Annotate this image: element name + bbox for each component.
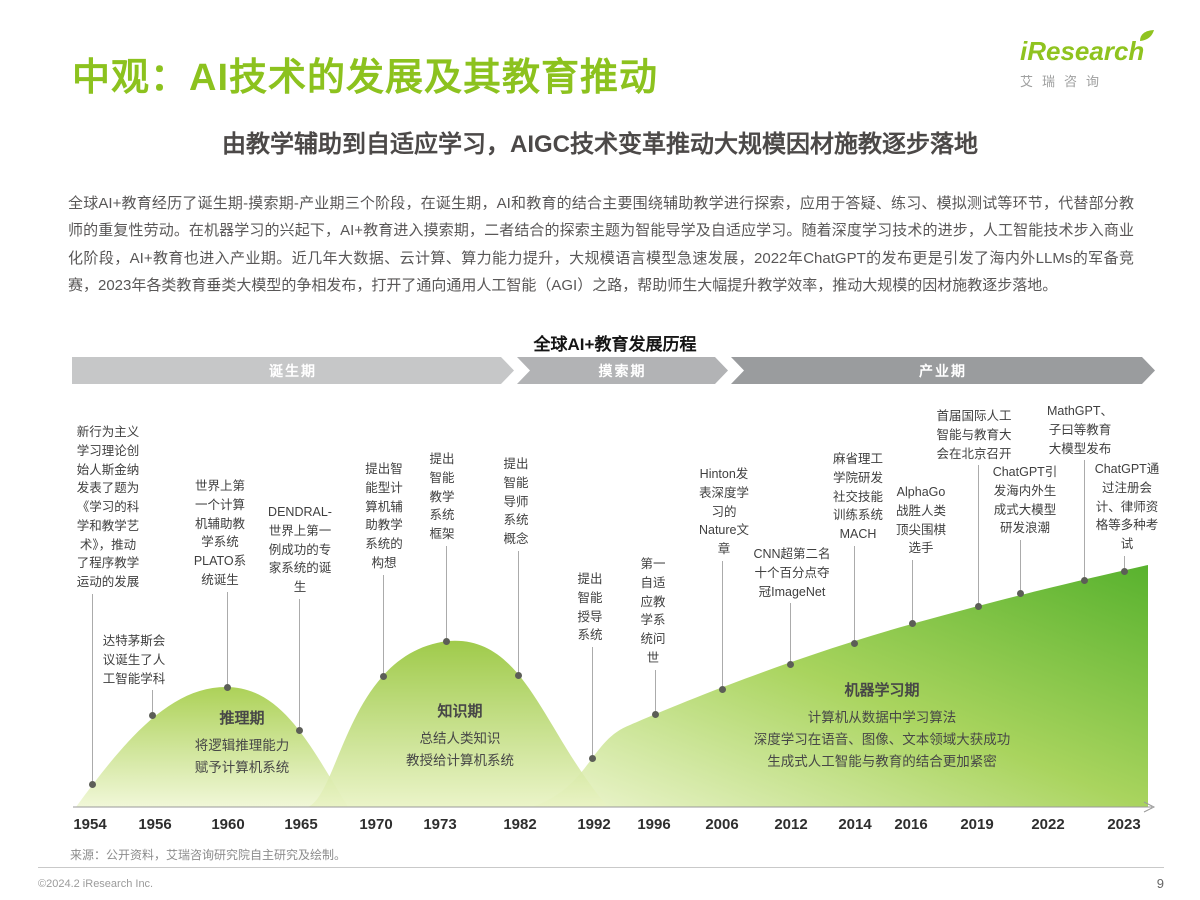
milestone-label: MathGPT、子曰等教育大模型发布 [1047, 404, 1113, 456]
milestone-dot [1120, 567, 1128, 575]
year-label: 1970 [359, 816, 393, 833]
year-label: 1982 [503, 816, 537, 833]
milestone-connector [227, 592, 228, 684]
brand-name: iResearch [1020, 36, 1145, 66]
milestone-connector [299, 599, 300, 727]
milestone-label: Hinton发表深度学习的Nature文章 [698, 467, 750, 556]
milestone-label: 新行为主义学习理论创始人斯金纳发表了题为《学习的科学和教学艺术》，推动了程序教学… [76, 425, 140, 589]
milestone-connector [790, 603, 791, 661]
year-label: 1973 [423, 816, 457, 833]
era-name: 机器学习期 [844, 682, 920, 699]
milestone-connector [152, 690, 153, 712]
milestone-label: AlphaGo战胜人类顶尖围棋选手 [895, 485, 946, 556]
milestone-dot [850, 639, 858, 647]
era-desc: 将逻辑推理能力 赋予计算机系统 [194, 738, 290, 775]
year-label: 1965 [284, 816, 318, 833]
milestone-dot [442, 637, 450, 645]
hill-machine-learning [532, 565, 1148, 807]
footer: ©2024.2 iResearch Inc. 9 [38, 867, 1164, 891]
page-number: 9 [1156, 876, 1164, 891]
page-title: 中观：AI技术的发展及其教育推动 [72, 57, 659, 99]
milestone-connector [1084, 460, 1085, 577]
milestone-connector [978, 465, 979, 603]
milestone-dot [1080, 576, 1088, 584]
chart-title: 全球AI+教育发展历程 [533, 335, 697, 354]
timeline-axis-arrow [1143, 801, 1156, 813]
era-name: 推理期 [219, 710, 265, 727]
milestone-label: CNN超第二名十个百分点夺冠ImageNet [753, 547, 831, 599]
milestone-label: 世界上第一个计算机辅助教学系统PLATO系统诞生 [193, 479, 247, 587]
year-label: 2012 [774, 816, 808, 833]
milestone-dot [588, 754, 596, 762]
milestone-connector [383, 575, 384, 673]
milestone-label: 麻省理工学院研发社交技能训练系统MACH [832, 452, 883, 541]
milestone-dot [1016, 589, 1024, 597]
milestone-connector [1124, 556, 1125, 568]
milestone-dot [651, 710, 659, 718]
phase-arrow-bar: 诞生期 摸索期 产业期 [72, 357, 1155, 384]
source-note: 来源：公开资料，艾瑞咨询研究院自主研究及绘制。 [70, 848, 347, 862]
milestone-connector [518, 551, 519, 672]
year-label: 2006 [705, 816, 739, 833]
milestone-dot [223, 683, 231, 691]
milestone-dot [908, 619, 916, 627]
year-label: 2016 [894, 816, 928, 833]
milestone-label: ChatGPT通过注册会计、律师资格等多种考试 [1094, 462, 1160, 551]
milestone-dot [514, 671, 522, 679]
year-label: 2022 [1031, 816, 1065, 833]
milestone-label: 提出智能导师系统概念 [503, 457, 529, 546]
milestone-connector [592, 647, 593, 755]
phase-industry: 产业期 [731, 357, 1155, 384]
milestone-label: 第一自适应教学系统问世 [640, 557, 666, 665]
milestone-connector [722, 561, 723, 686]
timeline-chart: 新行为主义学习理论创始人斯金纳发表了题为《学习的科学和教学艺术》，推动了程序教学… [70, 395, 1162, 845]
milestone-label: ChatGPT引发海内外生成式大模型研发浪潮 [992, 465, 1058, 536]
year-label: 1960 [211, 816, 245, 833]
milestone-connector [92, 594, 93, 781]
milestone-dot [786, 660, 794, 668]
year-label: 2019 [960, 816, 994, 833]
slide-subtitle: 由教学辅助到自适应学习，AIGC技术变革推动大规模因材施教逐步落地 [222, 131, 978, 158]
year-label: 1956 [138, 816, 172, 833]
milestone-dot [148, 711, 156, 719]
milestone-dot [88, 780, 96, 788]
phase-exploration: 摸索期 [517, 357, 728, 384]
timeline-hills-svg [73, 565, 1156, 813]
milestone-label: 首届国际人工智能与教育大会在北京召开 [936, 409, 1012, 461]
phase-birth-label: 诞生期 [269, 362, 317, 379]
milestone-dot [718, 685, 726, 693]
hill-knowledge [308, 640, 608, 807]
year-label: 1954 [73, 816, 107, 833]
milestone-connector [655, 670, 656, 711]
milestone-label: 提出智能授导系统 [577, 572, 603, 643]
phase-birth: 诞生期 [72, 357, 514, 384]
era-desc: 计算机从数据中学习算法 深度学习在语音、图像、文本领域大获成功 生成式人工智能与… [753, 710, 1011, 769]
brand-logo: iResearch 艾瑞咨询 [1020, 30, 1156, 90]
milestone-dot [974, 602, 982, 610]
era-desc: 总结人类知识 教授给计算机系统 [406, 731, 514, 768]
milestone-connector [912, 560, 913, 620]
year-label: 1992 [577, 816, 611, 833]
year-label: 2014 [838, 816, 872, 833]
milestone-connector [1020, 540, 1021, 590]
milestone-label: 提出智能型计算机辅助教学系统的构想 [365, 462, 403, 570]
leaf-icon [1140, 30, 1154, 41]
year-label: 1996 [637, 816, 671, 833]
milestone-connector [446, 546, 447, 638]
year-label: 2023 [1107, 816, 1141, 833]
milestone-label: 提出智能教学系统框架 [429, 452, 455, 541]
phase-industry-label: 产业期 [919, 362, 967, 379]
brand-logo-text: iResearch [1020, 30, 1156, 66]
milestone-dot [295, 726, 303, 734]
brand-name-chinese: 艾瑞咨询 [1020, 74, 1109, 89]
phase-exploration-label: 摸索期 [598, 362, 647, 379]
copyright: ©2024.2 iResearch Inc. [38, 877, 154, 890]
milestone-connector [854, 546, 855, 640]
era-name: 知识期 [437, 703, 483, 720]
hill-reasoning [76, 687, 348, 807]
milestone-label: 达特茅斯会议诞生了人工智能学科 [102, 634, 166, 686]
milestone-label: DENDRAL-世界上第一例成功的专家系统的诞生 [268, 505, 332, 594]
milestone-dot [379, 672, 387, 680]
body-paragraph: 全球AI+教育经历了诞生期-摸索期-产业期三个阶段，在诞生期，AI和教育的结合主… [68, 195, 1134, 294]
